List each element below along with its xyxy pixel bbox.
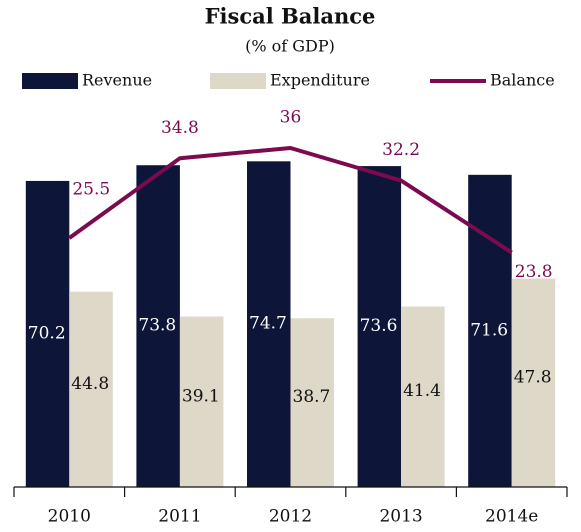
data-label: 38.7	[293, 387, 331, 407]
bar	[357, 166, 402, 487]
data-label: 36	[280, 108, 302, 128]
x-tick-label: 2010	[48, 507, 91, 527]
data-label: 25.5	[72, 179, 110, 199]
legend-label: Expenditure	[270, 71, 370, 90]
data-label: 41.4	[403, 381, 441, 401]
bar	[179, 316, 224, 487]
data-label: 39.1	[182, 386, 220, 406]
data-label: 70.2	[28, 323, 66, 343]
bar	[401, 306, 445, 487]
data-label: 44.8	[71, 374, 109, 394]
data-label: 74.7	[249, 314, 287, 334]
bar	[511, 278, 556, 487]
data-label: 23.8	[515, 262, 553, 282]
legend-swatch	[22, 73, 78, 89]
bar	[247, 161, 291, 488]
data-label: 73.8	[138, 316, 176, 336]
data-label: 34.8	[161, 118, 199, 138]
data-label: 71.6	[470, 320, 508, 340]
chart-subtitle: (% of GDP)	[245, 37, 335, 56]
data-label: 73.6	[360, 316, 398, 336]
x-tick-label: 2011	[158, 507, 201, 527]
legend-label: Revenue	[82, 71, 152, 90]
bar	[290, 318, 334, 487]
data-label: 32.2	[382, 140, 420, 160]
line	[68, 146, 513, 255]
bar	[25, 180, 70, 488]
chart-title: Fiscal Balance	[205, 4, 376, 29]
bar	[136, 165, 180, 487]
legend-label: Balance	[490, 71, 555, 90]
data-label: 47.8	[514, 367, 552, 387]
legend-swatch	[210, 73, 266, 89]
x-tick-label: 2014e	[485, 507, 538, 527]
bar	[69, 291, 113, 487]
x-tick-label: 2012	[269, 507, 312, 527]
x-tick-label: 2013	[379, 507, 422, 527]
